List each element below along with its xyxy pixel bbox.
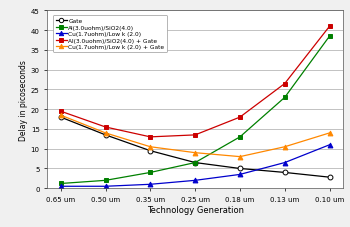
Gate xyxy=(238,167,242,170)
Al(3.0uohm)/SiO2(4.0) xyxy=(148,171,152,174)
Al(3.0uohm)/SiO2(4.0) + Gate xyxy=(148,136,152,139)
Cu(1.7uohm)/Low k (2.0) xyxy=(148,183,152,186)
Cu(1.7uohm)/Low k (2.0) xyxy=(283,161,287,164)
Al(3.0uohm)/SiO2(4.0) + Gate xyxy=(283,83,287,86)
Cu(1.7uohm)/Low k (2.0) + Gate xyxy=(193,152,197,154)
Al(3.0uohm)/SiO2(4.0) + Gate xyxy=(58,110,63,113)
Cu(1.7uohm)/Low k (2.0) xyxy=(238,173,242,176)
Gate xyxy=(103,134,107,137)
Cu(1.7uohm)/Low k (2.0) + Gate xyxy=(148,146,152,148)
Al(3.0uohm)/SiO2(4.0) xyxy=(103,179,107,182)
Cu(1.7uohm)/Low k (2.0) + Gate xyxy=(238,155,242,158)
Al(3.0uohm)/SiO2(4.0) xyxy=(58,182,63,185)
Legend: Gate, Al(3.0uohm)/SiO2(4.0), Cu(1.7uohm)/Low k (2.0), Al(3.0uohm)/SiO2(4.0) + Ga: Gate, Al(3.0uohm)/SiO2(4.0), Cu(1.7uohm)… xyxy=(53,16,167,53)
Al(3.0uohm)/SiO2(4.0) xyxy=(238,136,242,139)
Cu(1.7uohm)/Low k (2.0) + Gate xyxy=(328,132,332,135)
Al(3.0uohm)/SiO2(4.0) + Gate xyxy=(238,116,242,119)
Cu(1.7uohm)/Low k (2.0) xyxy=(103,185,107,188)
X-axis label: Technology Generation: Technology Generation xyxy=(147,205,244,214)
Al(3.0uohm)/SiO2(4.0) xyxy=(193,161,197,164)
Line: Al(3.0uohm)/SiO2(4.0): Al(3.0uohm)/SiO2(4.0) xyxy=(58,35,332,186)
Gate xyxy=(328,176,332,179)
Cu(1.7uohm)/Low k (2.0) + Gate xyxy=(58,114,63,117)
Gate xyxy=(193,161,197,164)
Cu(1.7uohm)/Low k (2.0) xyxy=(328,144,332,146)
Gate xyxy=(148,150,152,152)
Cu(1.7uohm)/Low k (2.0) + Gate xyxy=(283,146,287,148)
Gate xyxy=(58,116,63,119)
Line: Cu(1.7uohm)/Low k (2.0): Cu(1.7uohm)/Low k (2.0) xyxy=(58,143,332,189)
Y-axis label: Delay in picoseconds: Delay in picoseconds xyxy=(19,60,28,140)
Al(3.0uohm)/SiO2(4.0) xyxy=(283,96,287,99)
Cu(1.7uohm)/Low k (2.0) xyxy=(193,179,197,182)
Gate xyxy=(283,171,287,174)
Cu(1.7uohm)/Low k (2.0) xyxy=(58,185,63,188)
Al(3.0uohm)/SiO2(4.0) xyxy=(328,36,332,38)
Line: Al(3.0uohm)/SiO2(4.0) + Gate: Al(3.0uohm)/SiO2(4.0) + Gate xyxy=(58,25,332,140)
Line: Cu(1.7uohm)/Low k (2.0) + Gate: Cu(1.7uohm)/Low k (2.0) + Gate xyxy=(58,113,332,159)
Cu(1.7uohm)/Low k (2.0) + Gate xyxy=(103,132,107,135)
Al(3.0uohm)/SiO2(4.0) + Gate xyxy=(328,26,332,28)
Al(3.0uohm)/SiO2(4.0) + Gate xyxy=(193,134,197,137)
Al(3.0uohm)/SiO2(4.0) + Gate xyxy=(103,126,107,129)
Line: Gate: Gate xyxy=(58,115,332,180)
